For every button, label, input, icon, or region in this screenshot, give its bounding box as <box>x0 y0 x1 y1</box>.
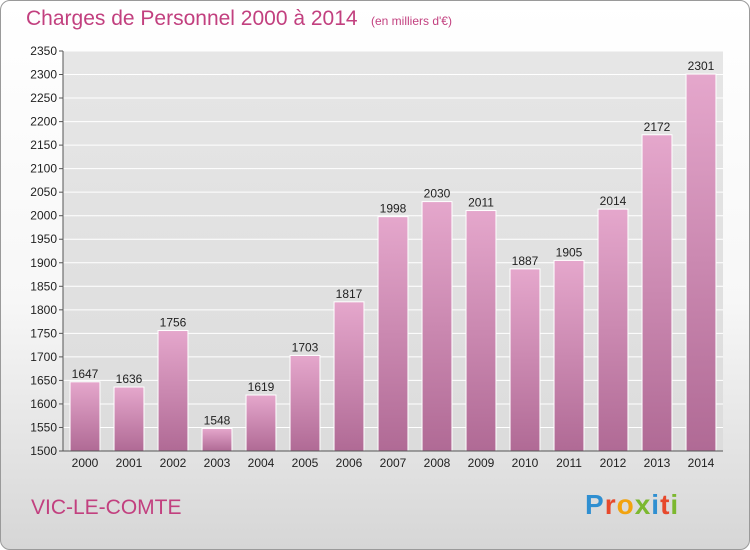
brand-logo: Proxiti <box>585 489 679 521</box>
bar-2002 <box>157 330 189 452</box>
y-tick-label: 1850 <box>30 279 57 293</box>
brand-letter: x <box>634 489 652 520</box>
x-tick-label: 2010 <box>512 456 539 470</box>
y-tick-label: 1800 <box>30 303 57 317</box>
x-tick-label: 2009 <box>468 456 495 470</box>
y-tick-label: 2000 <box>30 209 57 223</box>
x-tick-label: 2000 <box>72 456 99 470</box>
x-axis-ticks: 2000 2001 2002 2003 2004 2005 2006 2007 2008 2009… <box>72 456 715 470</box>
data-label-2013: 2172 <box>644 120 671 134</box>
x-tick-label: 2014 <box>688 456 715 470</box>
brand-letter: o <box>616 489 635 520</box>
data-label-2006: 1817 <box>336 287 363 301</box>
bar-2011 <box>553 259 585 452</box>
data-label-2008: 2030 <box>424 187 451 201</box>
y-tick-label: 1900 <box>30 256 57 270</box>
y-tick-label: 1700 <box>30 350 57 364</box>
y-tick-label: 1950 <box>30 232 57 246</box>
brand-letter: r <box>604 489 617 520</box>
x-tick-label: 2007 <box>380 456 407 470</box>
y-tick-label: 2100 <box>30 162 57 176</box>
bar-2004 <box>245 394 277 452</box>
brand-letter: i <box>670 489 680 520</box>
bars: 1647 1636 1756 1548 1619 1703 1817 1998 2030 2011… <box>69 59 717 452</box>
y-tick-label: 2250 <box>30 91 57 105</box>
x-tick-label: 2004 <box>248 456 275 470</box>
data-label-2011: 1905 <box>556 245 583 259</box>
y-tick-label: 1650 <box>30 373 57 387</box>
bar-2013 <box>641 134 673 452</box>
x-tick-label: 2006 <box>336 456 363 470</box>
x-tick-label: 2012 <box>600 456 627 470</box>
brand-letter: P <box>585 489 605 520</box>
data-label-2002: 1756 <box>160 316 187 330</box>
y-axis-ticks: 1500 1550 1600 1650 1700 1750 1800 1850 1900 1950… <box>30 44 63 458</box>
data-label-2007: 1998 <box>380 202 407 216</box>
chart-title: Charges de Personnel 2000 à 2014 <box>26 7 358 30</box>
commune-name: VIC-LE-COMTE <box>31 496 182 519</box>
y-tick-label: 1500 <box>30 444 57 458</box>
x-tick-label: 2002 <box>160 456 187 470</box>
data-label-2003: 1548 <box>204 413 231 427</box>
x-tick-label: 2005 <box>292 456 319 470</box>
bar-2009 <box>465 210 497 452</box>
data-label-2000: 1647 <box>72 367 99 381</box>
brand-letter: i <box>651 489 661 520</box>
bar-2012 <box>597 208 629 452</box>
y-tick-label: 2350 <box>30 44 57 58</box>
x-tick-label: 2001 <box>116 456 143 470</box>
y-tick-label: 2050 <box>30 185 57 199</box>
data-label-2012: 2014 <box>600 194 627 208</box>
bar-2007 <box>377 216 409 452</box>
y-tick-label: 1550 <box>30 420 57 434</box>
data-label-2014: 2301 <box>688 59 715 73</box>
data-label-2005: 1703 <box>292 340 319 354</box>
chart-subtitle: (en milliers d'€) <box>371 14 452 28</box>
y-tick-label: 2300 <box>30 68 57 82</box>
bar-2006 <box>333 301 365 452</box>
x-tick-label: 2013 <box>644 456 671 470</box>
bar-2000 <box>69 381 101 452</box>
y-tick-label: 2200 <box>30 115 57 129</box>
data-label-2001: 1636 <box>116 372 143 386</box>
bar-2008 <box>421 201 453 452</box>
y-tick-label: 1600 <box>30 397 57 411</box>
x-tick-label: 2003 <box>204 456 231 470</box>
x-tick-label: 2008 <box>424 456 451 470</box>
bar-2005 <box>289 354 321 452</box>
data-label-2009: 2011 <box>468 196 494 210</box>
y-tick-label: 2150 <box>30 138 57 152</box>
brand-letter: t <box>660 489 671 520</box>
data-label-2004: 1619 <box>248 380 275 394</box>
bar-2014 <box>685 73 717 452</box>
bar-2010 <box>509 268 541 452</box>
y-tick-label: 1750 <box>30 326 57 340</box>
x-tick-label: 2011 <box>556 456 582 470</box>
bar-2003 <box>201 427 233 452</box>
data-label-2010: 1887 <box>512 254 539 268</box>
bar-2001 <box>113 386 145 452</box>
